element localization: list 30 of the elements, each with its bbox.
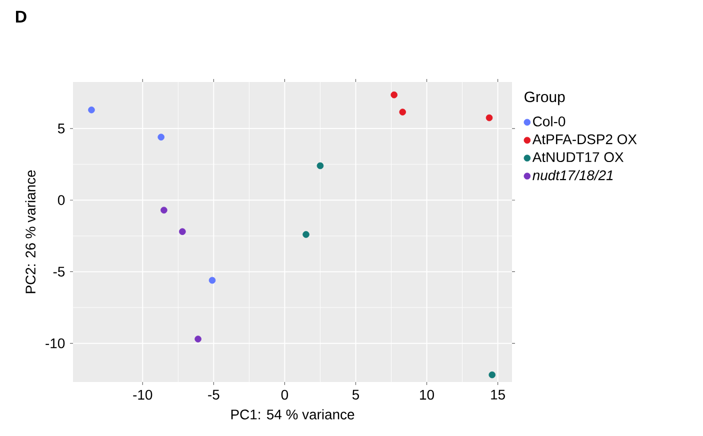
y-axis-title: PC2: 26 % variance [25,170,36,294]
point [88,106,95,114]
legend-label: AtPFA-DSP2 OX [532,134,637,144]
point [316,162,324,170]
text: D [16,10,26,22]
x-tick-label: -10 [133,390,152,400]
point [179,228,186,236]
point [194,336,202,342]
x-axis-title: PC1: 54 % variance [231,409,354,420]
point [158,134,164,141]
y-tick-label: -5 [53,266,65,277]
x-tick-label: 10 [420,390,434,400]
x-tick-label: 0 [281,390,288,400]
legend-label: nudt17/18/21 [532,170,613,180]
x-tick-label: -5 [208,390,220,400]
x-tick-label: 15 [491,390,505,400]
point [302,231,310,238]
point [488,371,496,378]
y-tick-label: -10 [46,338,65,348]
point [399,108,406,116]
point [486,114,493,122]
legend-label: Col-0 [533,116,566,126]
point [208,276,216,284]
y-tick-label: 0 [58,195,65,206]
point [390,91,398,98]
legend-title: Group [524,92,565,106]
x-tick-label: 5 [352,390,360,400]
legend-label: AtNUDT17 OX [532,152,624,162]
y-tick-label: 5 [58,124,65,134]
point [160,206,168,214]
